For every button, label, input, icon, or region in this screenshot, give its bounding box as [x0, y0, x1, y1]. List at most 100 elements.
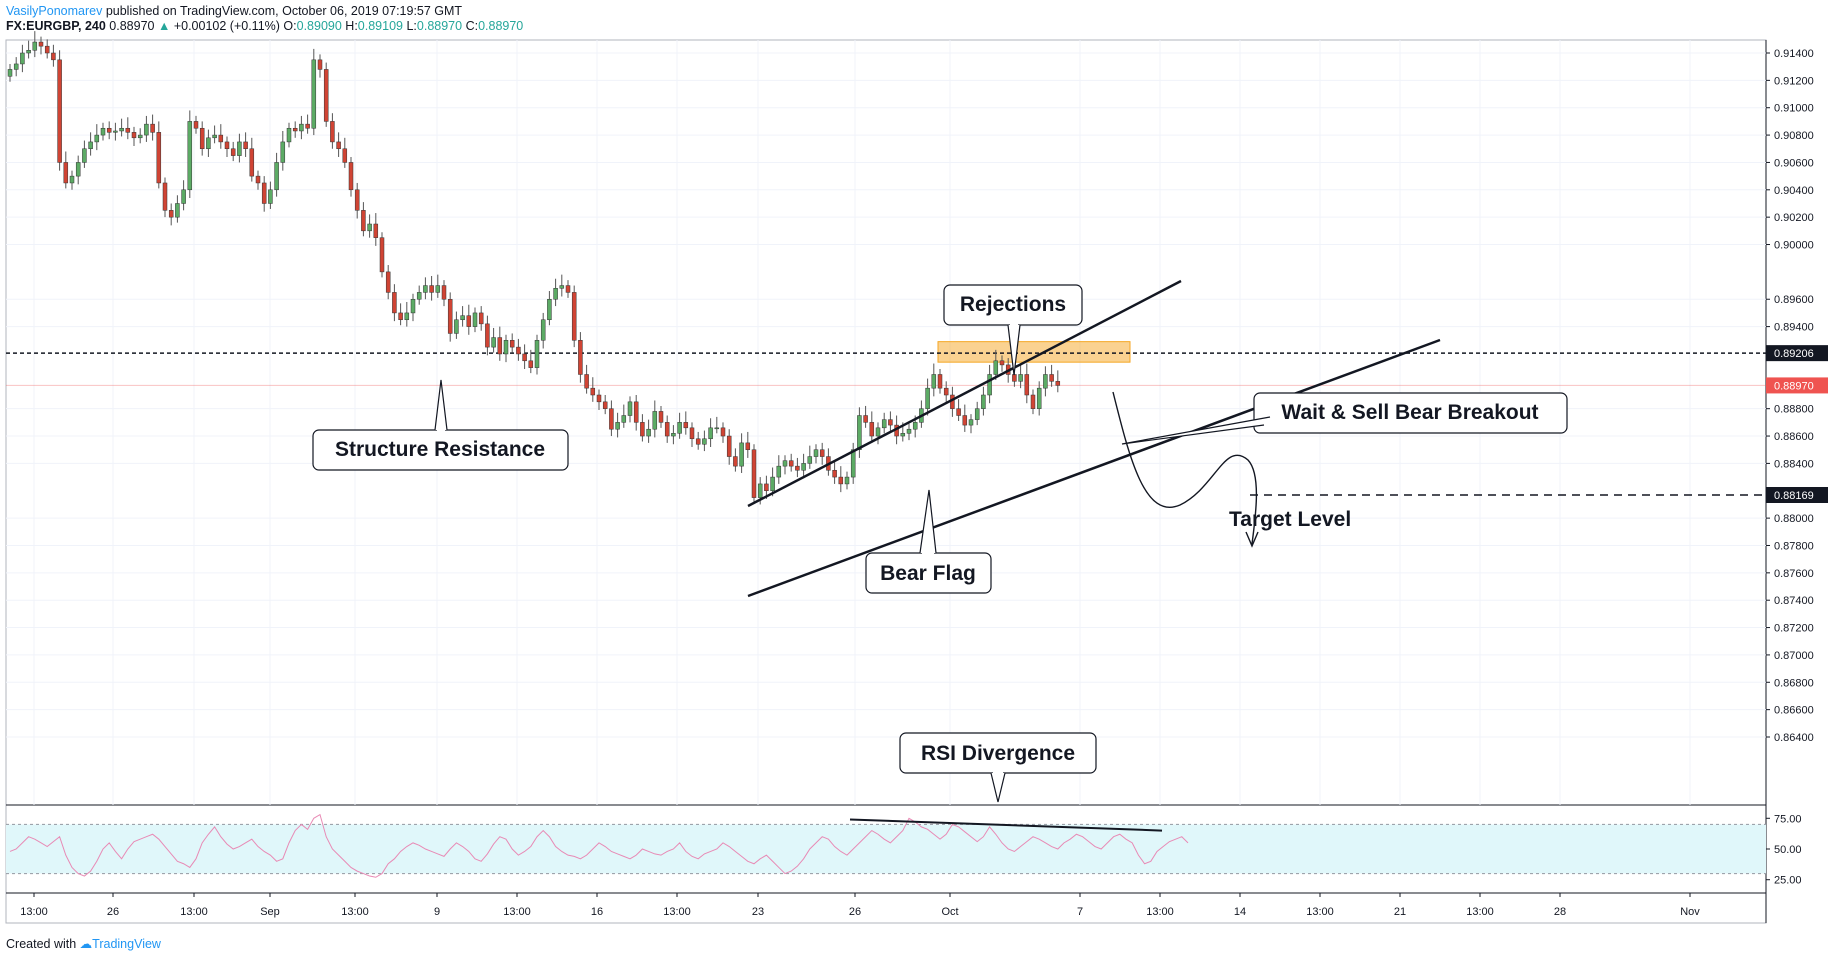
candle-body [447, 298, 453, 334]
candle-body [770, 476, 775, 492]
candle-body [658, 411, 664, 423]
candle-body [559, 285, 565, 289]
candle-body [398, 312, 403, 321]
candle-body [44, 45, 50, 54]
channel-upper-line [747, 279, 1182, 508]
candle-body [863, 415, 868, 423]
candle-body [13, 63, 19, 70]
candle-body [51, 52, 56, 61]
y-tick-label: 0.91000 [1774, 103, 1814, 115]
footer: Created with ☁TradingView [6, 936, 161, 951]
candle-body [311, 59, 317, 129]
candle-body [646, 428, 651, 437]
candle-body [534, 340, 540, 368]
candle-body [150, 123, 155, 133]
chart-header: VasilyPonomarev published on TradingView… [6, 4, 523, 34]
candle-body [1055, 381, 1061, 386]
candle-body [280, 141, 286, 163]
x-tick-label: 13:00 [341, 906, 369, 918]
y-tick-label: 0.89400 [1774, 322, 1814, 334]
candle-body [788, 460, 794, 467]
candle-body [125, 127, 131, 133]
candle-body [733, 456, 738, 467]
candle-body [677, 422, 682, 434]
candle-body [528, 360, 534, 368]
structure-resistance-label: Structure Resistance [335, 438, 545, 461]
x-tick-label: Nov [1680, 906, 1700, 918]
candle-body [956, 408, 961, 416]
candle-body [342, 148, 348, 163]
candle-body [683, 422, 689, 429]
channel-lower-line [747, 338, 1441, 598]
candle-body [261, 182, 267, 204]
target-level-label: Target Level [1229, 508, 1351, 531]
y-tick-label: 0.88600 [1774, 431, 1814, 443]
candle-body [460, 315, 465, 321]
x-tick-label: 7 [1077, 906, 1083, 918]
candle-body [75, 162, 81, 177]
candle-body [695, 438, 701, 445]
candle-body [20, 52, 25, 65]
callout-bear-flag: Bear Flag [865, 489, 992, 594]
candle-body [119, 127, 124, 132]
candle-body [113, 130, 118, 133]
candle-body [875, 427, 881, 437]
x-tick-label: 14 [1234, 906, 1246, 918]
candle-body [175, 203, 180, 218]
x-tick-label: Oct [941, 906, 958, 918]
candle-body [962, 415, 968, 426]
y-tick-label: 0.87200 [1774, 623, 1814, 635]
candle-body [1024, 374, 1030, 396]
candle-body [323, 69, 329, 122]
tradingview-brand[interactable]: TradingView [92, 937, 161, 951]
rsi-band [6, 824, 1766, 874]
candle-body [813, 449, 819, 457]
candle-body [869, 422, 875, 437]
x-tick-label: 13:00 [1466, 906, 1494, 918]
candle-body [82, 148, 87, 163]
price-axis[interactable]: 0.91400 0.91200 0.91000 0.90800 0.90600 0.904… [1766, 48, 1828, 744]
candle-body [565, 285, 571, 293]
author-name[interactable]: VasilyPonomarev [6, 4, 103, 18]
candle-body [609, 408, 614, 430]
tradingview-logo-icon[interactable]: ☁ [79, 937, 93, 951]
candle-body [578, 340, 583, 375]
candle-body [435, 285, 441, 293]
candle-body [199, 127, 205, 150]
candle-body [739, 442, 744, 467]
y-tick-label: 0.86800 [1774, 677, 1814, 689]
candle-body [255, 175, 261, 184]
candle-body [906, 428, 912, 434]
time-axis[interactable]: 13:00 26 13:00 Sep 13:00 9 13:00 16 13:00 23 26 Oct… [20, 893, 1700, 918]
y-tick-label: 0.87800 [1774, 540, 1814, 552]
candle-body [1012, 374, 1017, 382]
candle-body [764, 483, 769, 492]
candle-body [807, 456, 813, 464]
candle-body [243, 141, 248, 150]
candle-body [664, 422, 670, 437]
y-tick-label: 0.90000 [1774, 240, 1814, 252]
candle-body [478, 312, 484, 325]
candle-body [671, 433, 676, 437]
callout-structure-resistance: Structure Resistance [312, 379, 569, 471]
candle-body [466, 315, 472, 327]
x-tick-label: 9 [434, 906, 440, 918]
bear-flag-label: Bear Flag [880, 562, 976, 585]
candle-body [925, 387, 930, 409]
x-tick-label: 13:00 [663, 906, 691, 918]
created-with-text: Created with [6, 937, 77, 951]
candle-body [187, 121, 193, 191]
candle-body [801, 463, 806, 471]
candle-body [596, 394, 602, 403]
candle-body [485, 323, 490, 348]
candle-body [590, 387, 596, 396]
candle-body [720, 427, 726, 437]
candle-body [361, 210, 366, 232]
x-tick-label: 26 [107, 906, 119, 918]
candle-body [888, 419, 893, 426]
y-tick-label: 0.90800 [1774, 130, 1814, 142]
candle-body [168, 210, 174, 218]
y-tick-label: 0.91400 [1774, 48, 1814, 60]
x-tick-label: 21 [1394, 906, 1406, 918]
